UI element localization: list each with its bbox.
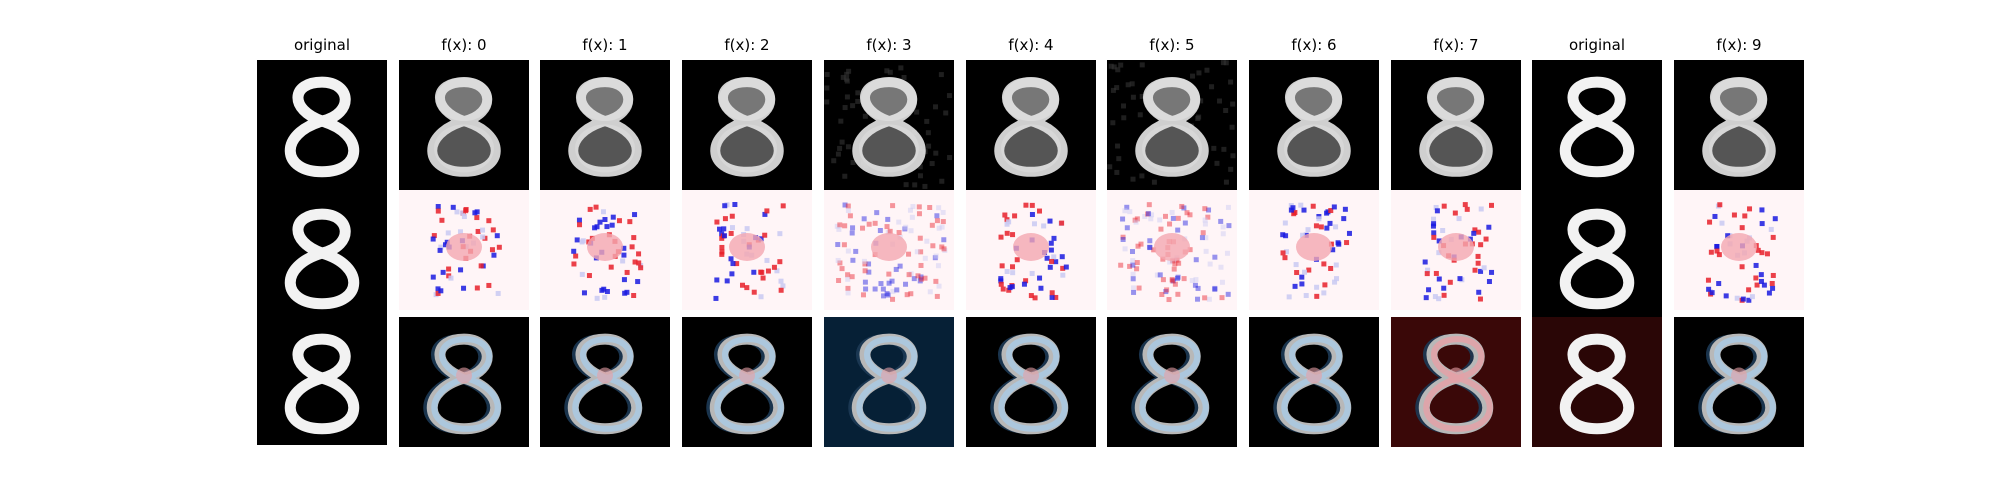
difference-map-panel — [1107, 190, 1237, 310]
reconstruction-panel — [682, 60, 812, 190]
reconstruction-panel — [824, 60, 954, 190]
overlay-panel — [966, 317, 1096, 447]
overlay-panel — [682, 317, 812, 447]
panel-grid — [257, 60, 1804, 447]
difference-map-panel — [1249, 190, 1379, 310]
overlay-panel — [540, 317, 670, 447]
difference-map-panel — [1674, 190, 1804, 310]
column-title: original — [294, 36, 350, 54]
column-title: f(x): 6 — [1291, 36, 1336, 54]
difference-map-panel — [966, 190, 1096, 310]
overlay-panel — [1674, 317, 1804, 447]
column-title: f(x): 4 — [1008, 36, 1053, 54]
reconstruction-panel — [1391, 60, 1521, 190]
reconstruction-panel — [1249, 60, 1379, 190]
reconstruction-panel — [399, 60, 529, 190]
column-title: f(x): 7 — [1433, 36, 1478, 54]
reconstruction-panel — [1674, 60, 1804, 190]
column-title: f(x): 0 — [441, 36, 486, 54]
difference-map-panel — [1391, 190, 1521, 310]
reconstruction-panel — [1107, 60, 1237, 190]
column-titles: original f(x): 0 f(x): 1 f(x): 2 f(x): 3 f(x)… — [294, 36, 1762, 54]
overlay-panel — [1249, 317, 1379, 447]
column-title: f(x): 9 — [1716, 36, 1761, 54]
overlay-panel — [1107, 317, 1237, 447]
difference-map-panel — [399, 190, 529, 310]
reconstruction-panel — [540, 60, 670, 190]
column-title: original — [1569, 36, 1625, 54]
overlay-panel — [399, 317, 529, 447]
overlay-panel — [1391, 317, 1521, 447]
original-digit-panel — [1532, 60, 1662, 447]
overlay-panel — [824, 317, 954, 447]
difference-map-panel — [540, 190, 670, 310]
original-digit-panel — [257, 60, 387, 445]
column-title: f(x): 2 — [724, 36, 769, 54]
reconstruction-panel — [966, 60, 1096, 190]
difference-map-panel — [682, 190, 812, 310]
column-title: f(x): 5 — [1149, 36, 1194, 54]
difference-map-panel — [824, 190, 954, 310]
column-title: f(x): 3 — [866, 36, 911, 54]
column-title: f(x): 1 — [582, 36, 627, 54]
